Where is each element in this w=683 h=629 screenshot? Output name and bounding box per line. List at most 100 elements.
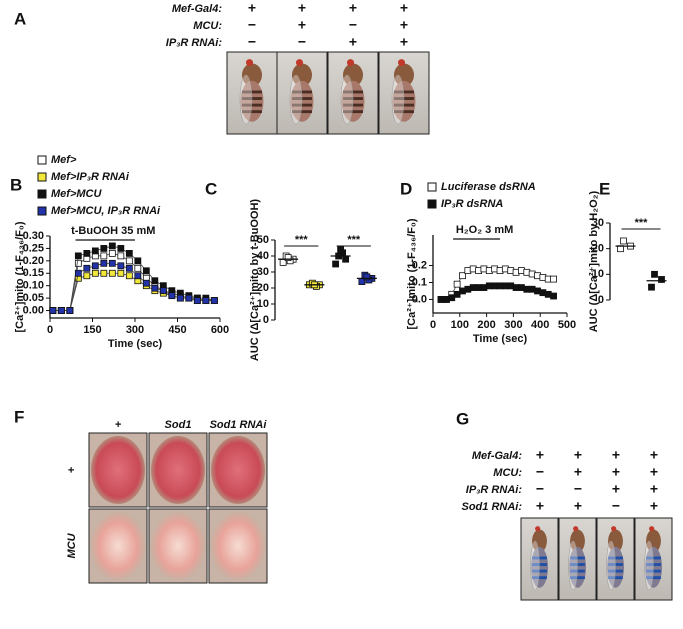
panel-label: C — [205, 179, 217, 198]
fly-stripe — [343, 110, 363, 114]
genotype-sign: − — [612, 498, 620, 514]
point — [620, 237, 627, 245]
y-tick-label: 20 — [257, 282, 269, 294]
point — [332, 260, 340, 268]
fly-wing — [530, 540, 540, 591]
legend-label: Mef>MCU, IP₃R RNAi — [51, 205, 161, 217]
significance-label: *** — [295, 234, 309, 246]
point — [648, 283, 655, 291]
fly-photo — [378, 51, 430, 135]
genotype-sign: + — [650, 464, 658, 480]
x-tick-label: 400 — [531, 319, 549, 331]
genotype-sign: + — [400, 0, 408, 16]
genotype-sign: + — [400, 17, 408, 33]
y-tick-label: 0 — [263, 314, 269, 326]
eye — [151, 436, 205, 504]
legend-swatch — [427, 182, 437, 192]
point — [453, 280, 461, 288]
point — [125, 264, 133, 272]
fly-photo — [558, 517, 597, 601]
fly-thorax — [292, 63, 312, 87]
legend-swatch — [37, 172, 47, 182]
genotype-sign: + — [612, 481, 620, 497]
column-header: + — [115, 419, 122, 431]
y-tick-label: 0.05 — [23, 292, 44, 304]
genotype-label: Mef-Gal4: — [172, 3, 222, 15]
fly-wing — [391, 74, 405, 125]
point — [117, 252, 125, 260]
genotype-label: MCU: — [193, 20, 222, 32]
fly-thorax — [570, 529, 585, 553]
fly-eye — [296, 59, 303, 67]
point — [108, 259, 116, 267]
point — [108, 269, 116, 277]
genotype-sign: + — [536, 498, 544, 514]
point — [83, 272, 91, 280]
annotation: t-BuOOH 35 mM — [71, 225, 155, 237]
y-axis-label: [Ca²⁺]mito (1-F₄₃₆/F₀) — [14, 221, 26, 332]
genotype-sign: − — [349, 17, 357, 33]
fly-eye — [573, 526, 579, 532]
x-tick-label: 150 — [83, 324, 101, 336]
legend-swatch — [37, 206, 47, 216]
point — [459, 272, 466, 280]
genotype-sign: − — [298, 34, 306, 50]
point — [134, 257, 142, 265]
legend-label: IP₃R dsRNA — [441, 198, 503, 210]
y-tick-label: 10 — [257, 298, 269, 310]
legend-swatch — [37, 189, 47, 199]
fly-wing — [606, 540, 616, 591]
x-tick-label: 0 — [47, 324, 53, 336]
legend-label: Mef>MCU — [51, 188, 102, 200]
annotation: H₂O₂ 3 mM — [456, 224, 513, 236]
x-tick-label: 200 — [477, 319, 495, 331]
point — [125, 272, 133, 280]
fly-thorax — [532, 529, 547, 553]
fly-stripe — [242, 110, 262, 114]
y-tick-label: 0.30 — [23, 230, 44, 242]
fly-stripe — [343, 90, 363, 94]
fly-eye — [649, 526, 655, 532]
point — [151, 277, 159, 285]
point — [142, 279, 150, 287]
point — [91, 262, 99, 270]
genotype-sign: − — [248, 17, 256, 33]
eye — [91, 512, 145, 580]
point — [83, 249, 91, 257]
panel-label: B — [10, 175, 22, 194]
row-header: + — [66, 466, 78, 473]
y-tick-label: 20 — [592, 243, 604, 255]
point — [284, 254, 292, 262]
genotype-sign: + — [349, 0, 357, 16]
y-axis-label: AUC (Δ[Ca²⁺]mito by H₂O₂) — [588, 190, 600, 332]
column-header: Sod1 — [165, 419, 192, 431]
fly-photo — [520, 517, 559, 601]
point — [658, 276, 665, 283]
fly-stripe — [292, 90, 312, 94]
fly-photo — [226, 51, 278, 135]
row-header: MCU — [66, 532, 78, 558]
fly-eye — [246, 59, 253, 67]
point — [100, 252, 108, 260]
x-tick-label: 500 — [558, 319, 576, 331]
genotype-sign: − — [536, 464, 544, 480]
fly-wing — [289, 74, 303, 125]
point — [117, 245, 125, 252]
y-tick-label: 0.20 — [23, 255, 44, 267]
genotype-sign: + — [298, 17, 306, 33]
fly-stripe — [532, 576, 547, 580]
x-tick-label: 450 — [168, 324, 186, 336]
fly-photo — [634, 517, 673, 601]
point — [363, 273, 371, 281]
point — [74, 269, 82, 277]
legend-label: Luciferase dsRNA — [441, 181, 536, 193]
significance-label: *** — [347, 234, 361, 246]
genotype-sign: + — [298, 0, 306, 16]
point — [134, 272, 142, 280]
point — [168, 292, 176, 300]
panel-label: A — [14, 9, 26, 28]
genotype-sign: + — [248, 0, 256, 16]
genotype-sign: + — [349, 34, 357, 50]
fly-stripe — [394, 90, 414, 94]
eye — [211, 436, 265, 504]
